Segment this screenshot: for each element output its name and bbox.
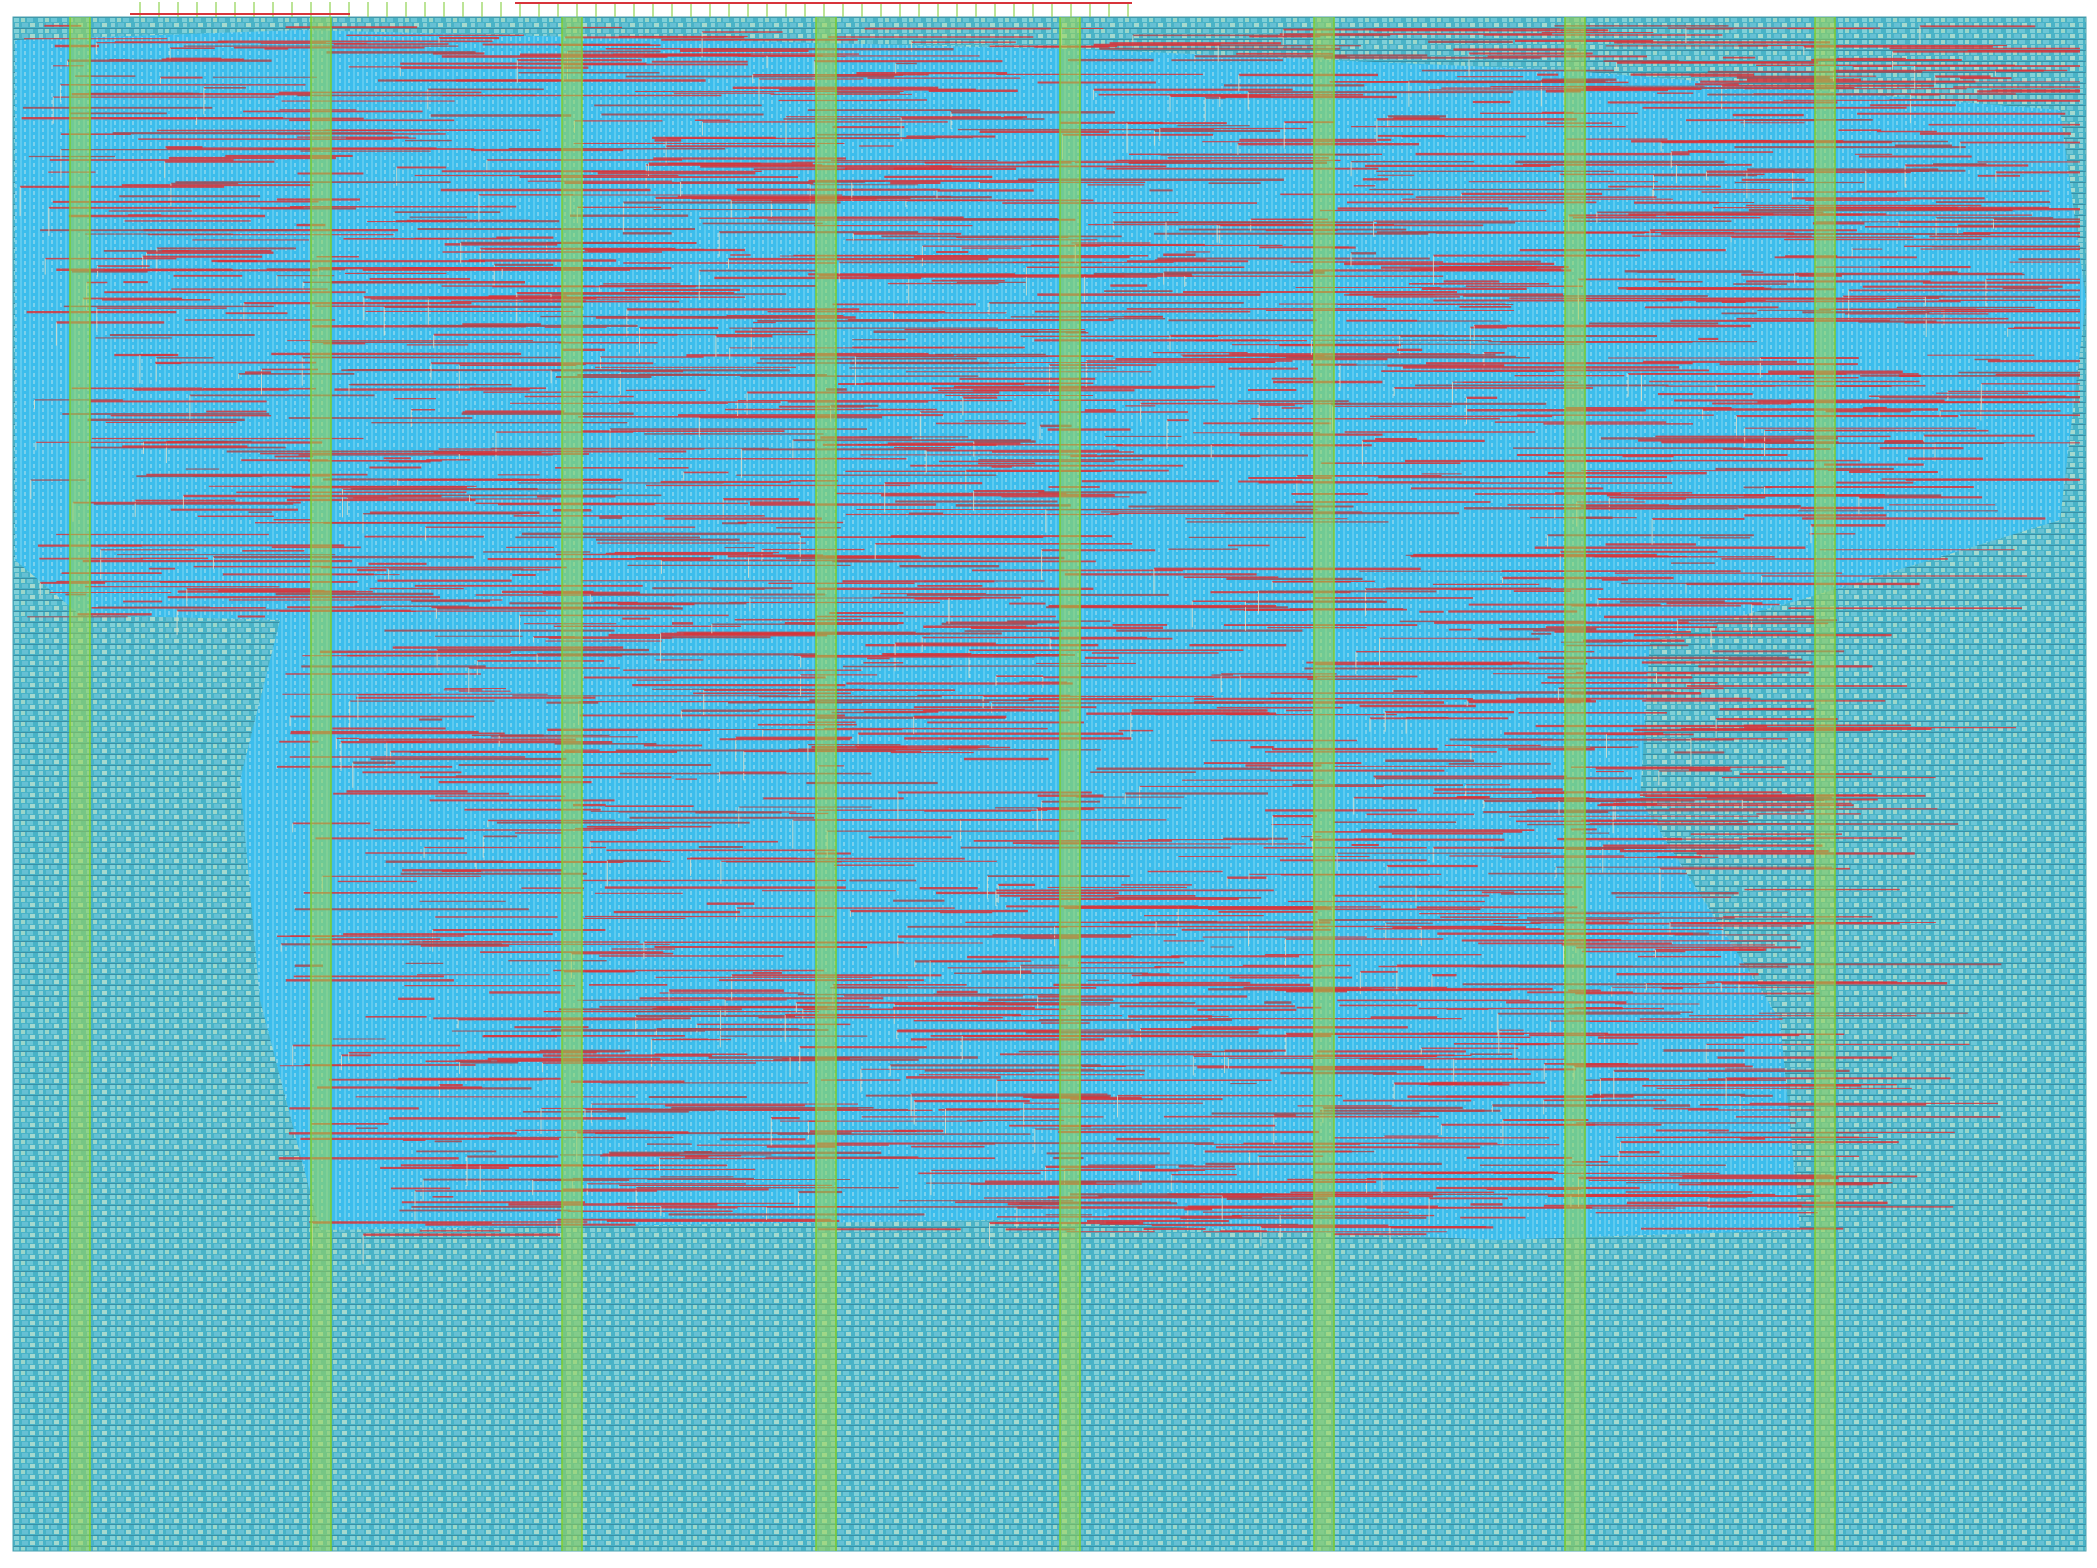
power-stripe bbox=[311, 17, 331, 1551]
power-stripe bbox=[1060, 17, 1080, 1551]
routing-wires bbox=[19, 24, 2080, 1264]
power-stripe bbox=[70, 17, 90, 1551]
power-stripe bbox=[816, 17, 836, 1551]
power-stripe bbox=[1565, 17, 1585, 1551]
power-stripe bbox=[1815, 17, 1835, 1551]
power-stripe bbox=[562, 17, 582, 1551]
power-stripe bbox=[1314, 17, 1334, 1551]
power-stripes bbox=[69, 17, 1836, 1551]
